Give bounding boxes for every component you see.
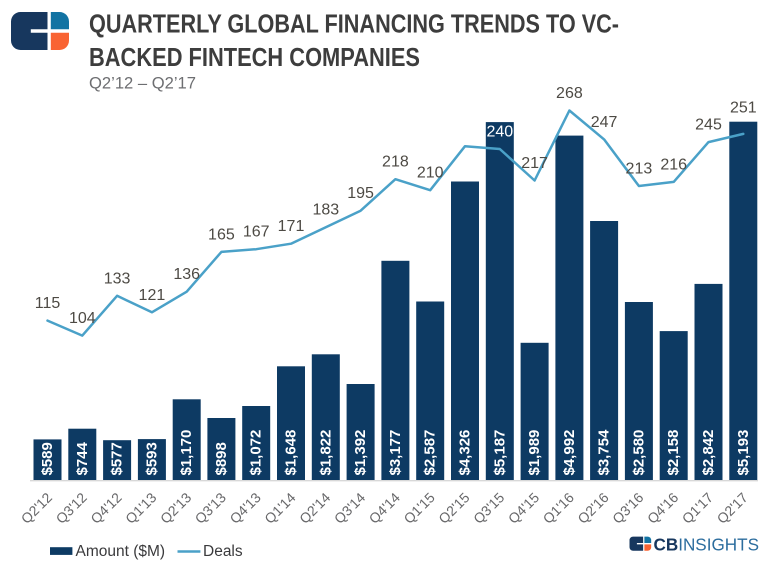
svg-text:251: 251 <box>730 100 757 117</box>
svg-text:104: 104 <box>69 310 96 327</box>
svg-text:268: 268 <box>556 85 583 102</box>
svg-text:$2,842: $2,842 <box>700 430 717 476</box>
svg-text:BACKED FINTECH COMPANIES: BACKED FINTECH COMPANIES <box>89 44 420 72</box>
svg-text:Deals: Deals <box>203 543 243 560</box>
svg-text:183: 183 <box>312 202 339 219</box>
svg-text:CBINSIGHTS: CBINSIGHTS <box>654 534 760 554</box>
svg-text:$589: $589 <box>39 442 56 475</box>
svg-text:$1,392: $1,392 <box>352 430 369 476</box>
svg-text:QUARTERLY GLOBAL FINANCING TRE: QUARTERLY GLOBAL FINANCING TRENDS TO VC- <box>89 11 619 39</box>
svg-text:216: 216 <box>660 156 687 173</box>
svg-text:136: 136 <box>173 266 200 283</box>
svg-text:$1,822: $1,822 <box>317 430 334 476</box>
svg-text:240: 240 <box>486 124 513 141</box>
svg-text:213: 213 <box>626 161 653 178</box>
svg-text:$1,170: $1,170 <box>178 430 195 476</box>
svg-text:133: 133 <box>104 270 131 287</box>
svg-text:217: 217 <box>521 155 548 172</box>
svg-text:247: 247 <box>591 114 618 131</box>
svg-text:Q2’12 – Q2’17: Q2’12 – Q2’17 <box>89 73 196 92</box>
svg-text:$744: $744 <box>74 441 91 475</box>
svg-text:$2,158: $2,158 <box>665 430 682 476</box>
svg-text:167: 167 <box>243 224 270 241</box>
svg-text:165: 165 <box>208 226 235 243</box>
svg-text:$1,648: $1,648 <box>283 430 300 476</box>
svg-text:$1,072: $1,072 <box>248 430 265 476</box>
svg-text:$4,326: $4,326 <box>457 430 474 476</box>
svg-text:$3,177: $3,177 <box>387 430 404 476</box>
svg-text:171: 171 <box>278 218 305 235</box>
svg-text:121: 121 <box>139 287 166 304</box>
svg-text:210: 210 <box>417 165 444 182</box>
svg-text:$5,187: $5,187 <box>491 430 508 476</box>
svg-text:245: 245 <box>695 117 722 134</box>
svg-text:218: 218 <box>382 154 409 171</box>
svg-text:Amount ($M): Amount ($M) <box>76 543 166 560</box>
svg-text:195: 195 <box>347 185 374 202</box>
svg-text:$593: $593 <box>143 442 160 475</box>
svg-text:$2,587: $2,587 <box>422 430 439 476</box>
svg-text:$4,992: $4,992 <box>561 430 578 476</box>
svg-text:$1,989: $1,989 <box>526 430 543 476</box>
svg-text:$3,754: $3,754 <box>596 429 613 476</box>
svg-text:$577: $577 <box>109 442 126 475</box>
svg-text:$2,580: $2,580 <box>630 430 647 476</box>
svg-text:$5,193: $5,193 <box>735 430 752 476</box>
svg-text:115: 115 <box>35 295 61 312</box>
svg-text:$898: $898 <box>213 442 230 475</box>
